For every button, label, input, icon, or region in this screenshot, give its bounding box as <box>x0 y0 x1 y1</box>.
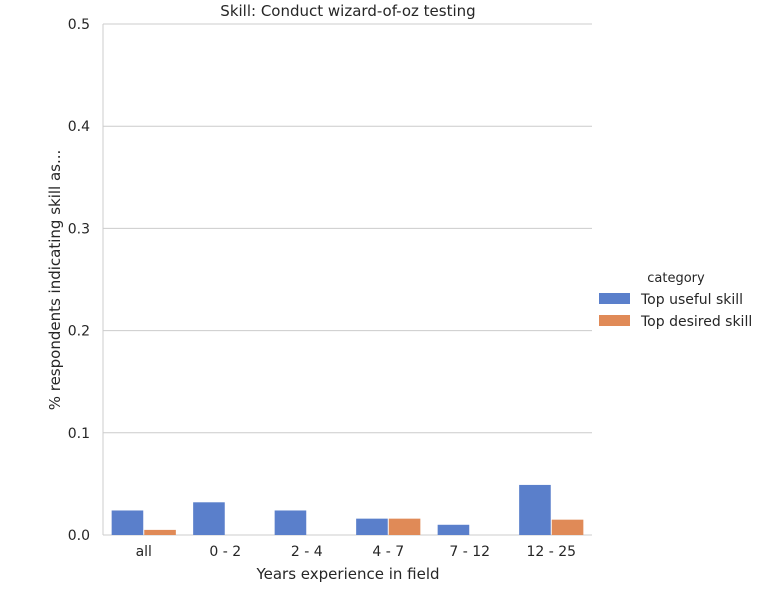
legend-swatch <box>599 293 630 304</box>
y-tick-label: 0.2 <box>68 324 90 340</box>
y-tick-label: 0.4 <box>68 119 90 135</box>
bar-top-useful <box>356 518 388 535</box>
y-axis-label: % respondents indicating skill as... <box>46 150 64 411</box>
y-tick-labels: 0.0 0.1 0.2 0.3 0.4 0.5 <box>68 17 90 544</box>
y-tick-label: 0.5 <box>68 17 90 33</box>
legend-label: Top useful skill <box>640 292 743 308</box>
x-tick-label: 7 - 12 <box>449 544 490 560</box>
legend: category Top useful skill Top desired ski… <box>599 271 752 330</box>
y-tick-label: 0.1 <box>68 426 90 442</box>
x-tick-label: 12 - 25 <box>526 544 576 560</box>
bar-top-useful <box>193 502 225 535</box>
y-tick-label: 0.0 <box>68 528 90 544</box>
chart-title: Skill: Conduct wizard-of-oz testing <box>220 2 475 20</box>
bar-top-desired <box>144 529 176 535</box>
legend-title: category <box>647 271 705 286</box>
x-tick-label: 0 - 2 <box>209 544 241 560</box>
x-tick-label: 2 - 4 <box>291 544 323 560</box>
x-tick-labels: all 0 - 2 2 - 4 4 - 7 7 - 12 12 - 25 <box>136 544 576 560</box>
bar-top-useful <box>111 510 144 535</box>
legend-swatch <box>599 315 630 326</box>
bars <box>111 484 584 535</box>
bar-top-useful <box>274 510 307 535</box>
x-tick-label: 4 - 7 <box>372 544 404 560</box>
bar-top-desired <box>388 518 421 535</box>
bar-top-desired <box>551 519 584 535</box>
axes <box>102 24 592 536</box>
bar-top-useful <box>437 524 470 535</box>
y-tick-label: 0.3 <box>68 221 90 237</box>
bar-top-useful <box>519 484 551 535</box>
x-axis-label: Years experience in field <box>255 565 439 583</box>
x-tick-label: all <box>136 544 152 560</box>
gridlines <box>103 23 592 536</box>
legend-label: Top desired skill <box>640 314 752 330</box>
